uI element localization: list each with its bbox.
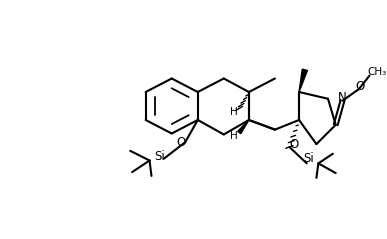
Text: Si: Si: [303, 152, 314, 165]
Text: H: H: [229, 107, 237, 117]
Text: N: N: [338, 91, 347, 104]
Text: O: O: [289, 138, 299, 151]
Text: H: H: [229, 131, 237, 141]
Text: CH₃: CH₃: [368, 67, 387, 77]
Text: O: O: [355, 80, 365, 93]
Text: Si: Si: [154, 150, 164, 163]
Polygon shape: [299, 69, 307, 92]
Polygon shape: [238, 120, 249, 134]
Text: O: O: [177, 136, 186, 149]
